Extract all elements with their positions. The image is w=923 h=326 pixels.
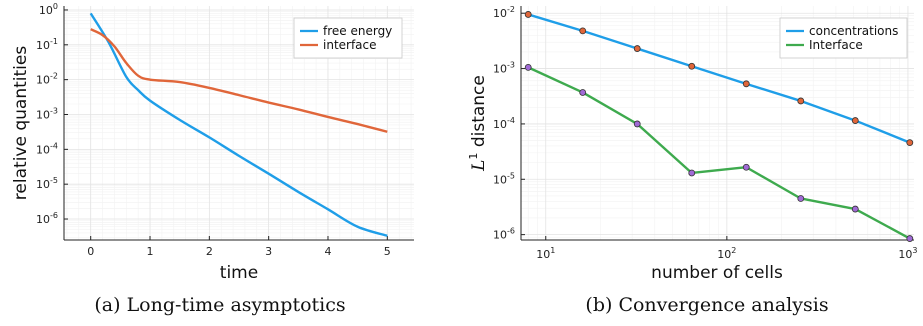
y-axis-label: relative quantities — [11, 46, 31, 201]
x-tick-label: 0 — [87, 245, 94, 258]
minor-grid — [521, 6, 914, 241]
x-tick-label: 103 — [898, 246, 917, 261]
y-tick-label: 10-6 — [493, 227, 515, 242]
data-point — [524, 11, 532, 18]
y-tick-label: 10-4 — [493, 116, 515, 131]
y-tick-label: 100 — [39, 2, 58, 17]
data-point — [524, 63, 532, 71]
data-point — [906, 235, 914, 242]
figure-caption: (a) Long-time asymptotics — [94, 294, 345, 316]
data-point — [797, 97, 805, 105]
panel-a-long-time-asymptotics: 10-6 10-5 10-4 10-3 10-2 10-1 100 0 1 2 3 4 5 free en… — [11, 2, 414, 316]
y-tick-label: 10-3 — [493, 61, 515, 76]
y-tick-label: 10-6 — [36, 211, 58, 226]
data-point — [851, 205, 859, 213]
y-tick-label: 10-3 — [36, 106, 58, 121]
panel-b-convergence-analysis: 10-6 10-5 10-4 10-3 10-2 101 102 103 concentrati… — [467, 5, 917, 316]
major-grid — [521, 6, 914, 240]
legend-box — [779, 17, 908, 59]
series-free-energy — [89, 12, 388, 237]
series-concentrations — [524, 11, 914, 146]
data-point — [906, 139, 914, 146]
series-interface — [524, 63, 914, 242]
y-tick-label: 10-4 — [36, 141, 58, 156]
x-tick-label: 102 — [717, 246, 736, 261]
x-tick-label: 2 — [206, 245, 213, 258]
series-line — [527, 13, 911, 144]
x-axis-label: number of cells — [651, 263, 783, 283]
data-point — [742, 163, 750, 171]
y-tick-label: 10-5 — [36, 176, 58, 191]
legend-label: free energy — [323, 24, 392, 38]
data-point — [797, 195, 805, 202]
x-tick-label: 1 — [147, 245, 154, 258]
data-point — [579, 89, 587, 96]
series-line — [90, 28, 388, 133]
data-point — [579, 27, 587, 35]
legend-label: concentrations — [809, 24, 898, 38]
x-axis-label: time — [220, 263, 258, 283]
data-point — [742, 80, 750, 88]
data-point — [633, 45, 641, 52]
y-tick-label: 10-5 — [493, 171, 515, 186]
figure-caption: (b) Convergence analysis — [585, 294, 828, 316]
x-tick-label: 5 — [384, 245, 391, 258]
data-point — [688, 169, 696, 177]
data-point — [688, 62, 696, 70]
series-line — [527, 66, 911, 240]
x-tick-label: 3 — [265, 245, 272, 258]
y-tick-label: 10-2 — [36, 72, 58, 87]
x-tick-label: 101 — [536, 246, 555, 261]
legend-label: interface — [323, 38, 377, 52]
legend-box — [293, 17, 403, 59]
x-tick-label: 4 — [324, 245, 331, 258]
data-point — [633, 120, 641, 128]
data-point — [851, 117, 859, 124]
y-axis-label: L1 distance — [467, 75, 489, 172]
legend-label: Interface — [809, 38, 863, 52]
series-interface — [90, 28, 388, 133]
y-tick-label: 10-2 — [493, 5, 515, 20]
y-tick-label: 10-1 — [36, 37, 58, 52]
series-line — [89, 12, 388, 237]
